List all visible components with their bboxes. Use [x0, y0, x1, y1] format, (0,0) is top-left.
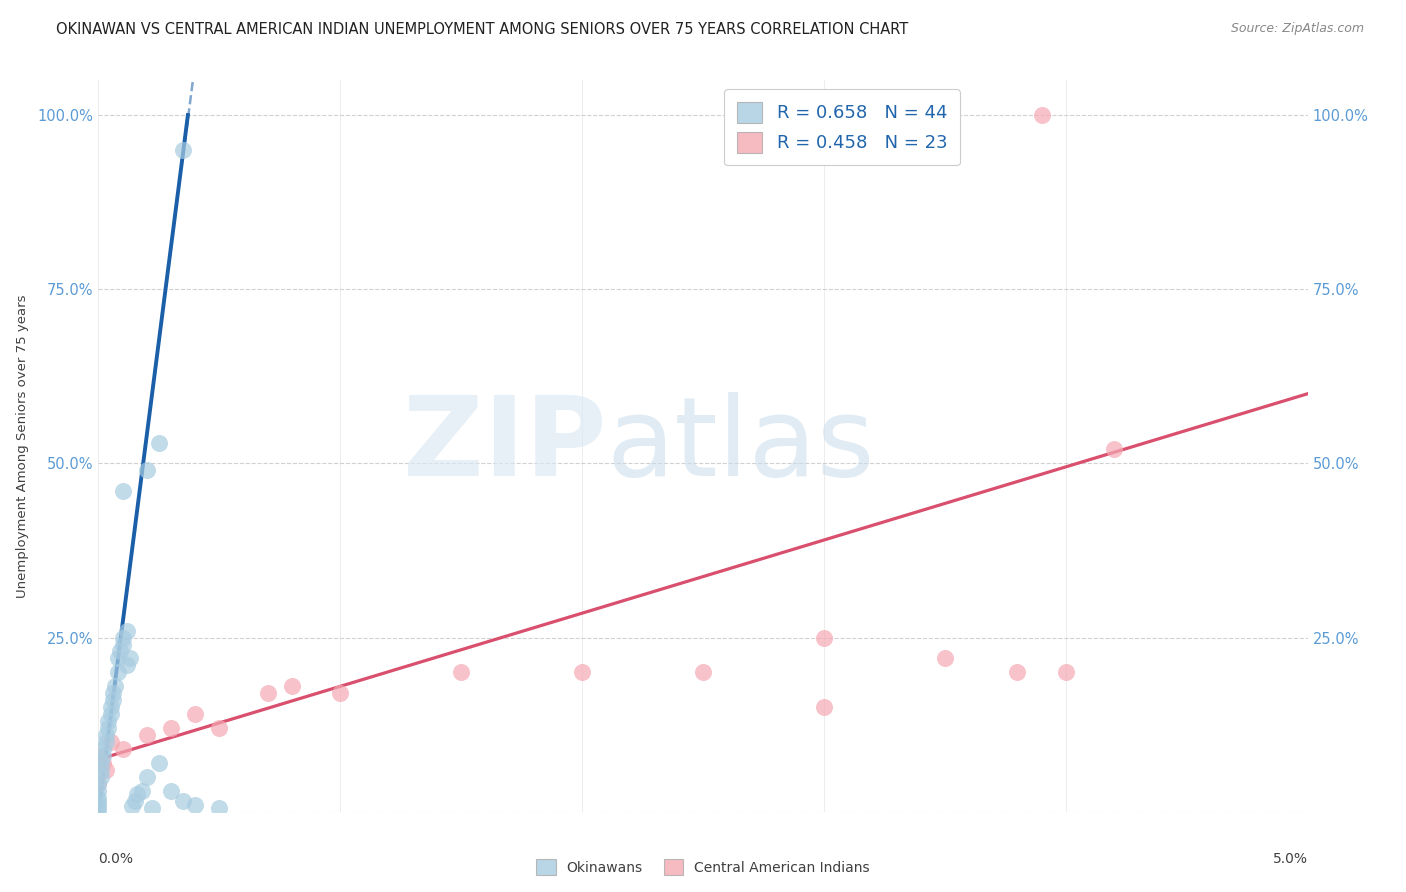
Point	[111, 742, 134, 756]
Point	[127, 787, 149, 801]
Point	[131, 784, 153, 798]
Point	[111, 638, 134, 652]
Point	[90, 770, 112, 784]
Text: Source: ZipAtlas.com: Source: ZipAtlas.com	[1230, 22, 1364, 36]
Point	[1007, 665, 1029, 680]
Point	[87, 777, 110, 791]
Point	[141, 801, 163, 815]
Point	[813, 631, 835, 645]
Point	[184, 797, 207, 812]
Point	[934, 651, 956, 665]
Point	[571, 665, 593, 680]
Y-axis label: Unemployment Among Seniors over 75 years: Unemployment Among Seniors over 75 years	[17, 294, 30, 598]
Legend: Okinawans, Central American Indians: Okinawans, Central American Indians	[530, 854, 876, 880]
Point	[1102, 442, 1125, 457]
Point	[160, 721, 183, 735]
Point	[111, 484, 134, 499]
Point	[100, 700, 122, 714]
Point	[1031, 108, 1053, 122]
Point	[135, 770, 157, 784]
Point	[117, 624, 139, 638]
Point	[87, 797, 110, 812]
Point	[91, 749, 114, 764]
Point	[148, 756, 170, 770]
Point	[121, 799, 143, 814]
Point	[94, 728, 117, 742]
Point	[184, 707, 207, 722]
Point	[107, 665, 129, 680]
Text: atlas: atlas	[606, 392, 875, 500]
Point	[208, 801, 231, 815]
Point	[148, 435, 170, 450]
Point	[90, 763, 112, 777]
Point	[124, 794, 146, 808]
Point	[91, 756, 114, 770]
Point	[87, 794, 110, 808]
Point	[87, 801, 110, 815]
Point	[692, 665, 714, 680]
Point	[97, 714, 120, 728]
Point	[101, 686, 124, 700]
Point	[90, 756, 112, 770]
Point	[117, 658, 139, 673]
Point	[101, 693, 124, 707]
Point	[135, 463, 157, 477]
Point	[87, 749, 110, 764]
Text: OKINAWAN VS CENTRAL AMERICAN INDIAN UNEMPLOYMENT AMONG SENIORS OVER 75 YEARS COR: OKINAWAN VS CENTRAL AMERICAN INDIAN UNEM…	[56, 22, 908, 37]
Point	[172, 794, 194, 808]
Point	[281, 679, 304, 693]
Point	[94, 763, 117, 777]
Point	[111, 631, 134, 645]
Point	[100, 707, 122, 722]
Point	[100, 735, 122, 749]
Point	[172, 143, 194, 157]
Point	[329, 686, 352, 700]
Point	[87, 790, 110, 805]
Point	[135, 728, 157, 742]
Point	[107, 651, 129, 665]
Point	[94, 735, 117, 749]
Point	[813, 700, 835, 714]
Point	[450, 665, 472, 680]
Point	[87, 805, 110, 819]
Point	[118, 651, 141, 665]
Point	[256, 686, 278, 700]
Point	[104, 679, 127, 693]
Text: 0.0%: 0.0%	[98, 852, 134, 866]
Point	[208, 721, 231, 735]
Point	[91, 742, 114, 756]
Legend: R = 0.658   N = 44, R = 0.458   N = 23: R = 0.658 N = 44, R = 0.458 N = 23	[724, 89, 960, 165]
Point	[160, 784, 183, 798]
Point	[87, 777, 110, 791]
Point	[87, 784, 110, 798]
Text: ZIP: ZIP	[404, 392, 606, 500]
Point	[108, 644, 131, 658]
Text: 5.0%: 5.0%	[1272, 852, 1308, 866]
Point	[97, 721, 120, 735]
Point	[1054, 665, 1077, 680]
